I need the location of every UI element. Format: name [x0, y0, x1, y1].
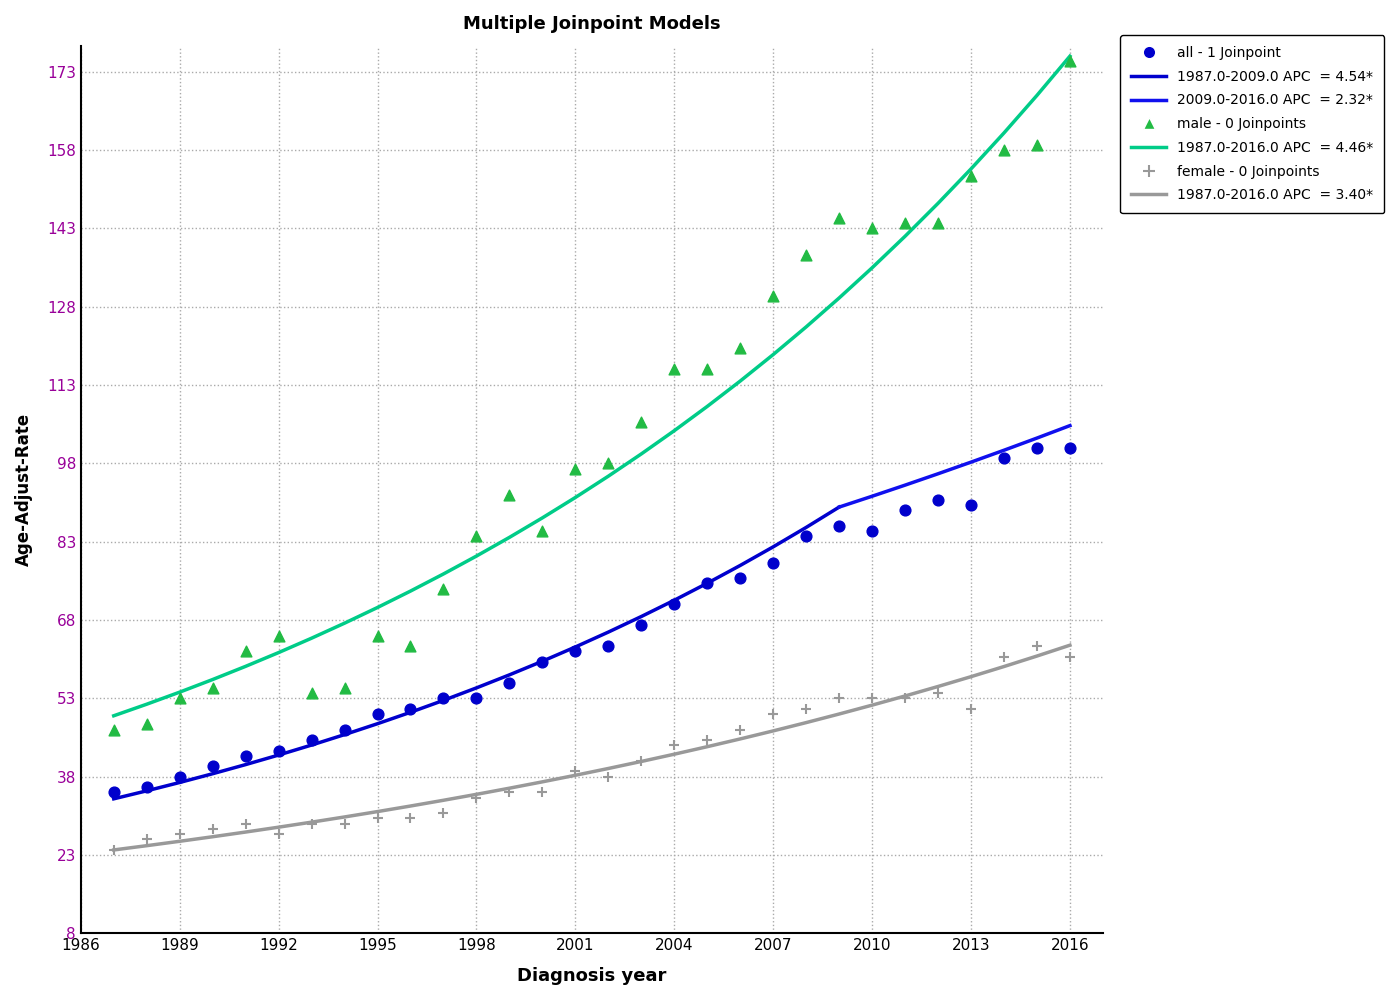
Point [202, 758, 224, 774]
Point [795, 701, 818, 717]
Point [762, 288, 784, 304]
Point [927, 492, 949, 508]
Point [399, 810, 421, 826]
Point [564, 763, 587, 779]
Point [531, 784, 553, 800]
Point [630, 617, 652, 633]
Point [465, 790, 487, 806]
Point [202, 821, 224, 837]
Point [1026, 638, 1049, 654]
Point [136, 716, 158, 732]
Point [762, 555, 784, 571]
Point [927, 215, 949, 231]
Point [136, 779, 158, 795]
Point [301, 816, 323, 832]
Point [696, 361, 718, 377]
Point [598, 455, 620, 471]
Point [893, 215, 916, 231]
Point [729, 340, 752, 356]
Point [168, 690, 190, 706]
Point [664, 361, 686, 377]
Point [630, 753, 652, 769]
Point [664, 596, 686, 612]
Point [531, 523, 553, 539]
Point [498, 784, 521, 800]
Point [861, 690, 883, 706]
Point [102, 784, 125, 800]
Point [993, 649, 1015, 665]
Point [861, 220, 883, 236]
Point [234, 643, 256, 659]
X-axis label: Diagnosis year: Diagnosis year [517, 967, 666, 985]
Point [136, 831, 158, 847]
Point [795, 528, 818, 544]
Point [267, 826, 290, 842]
Point [1026, 137, 1049, 153]
Point [927, 685, 949, 701]
Point [433, 805, 455, 821]
Point [301, 732, 323, 748]
Point [795, 247, 818, 263]
Point [234, 816, 256, 832]
Point [729, 722, 752, 738]
Point [267, 743, 290, 759]
Point [960, 497, 983, 513]
Point [433, 581, 455, 597]
Point [333, 816, 356, 832]
Point [333, 722, 356, 738]
Point [168, 769, 190, 785]
Point [1026, 440, 1049, 456]
Title: Multiple Joinpoint Models: Multiple Joinpoint Models [463, 15, 721, 33]
Point [399, 701, 421, 717]
Point [762, 706, 784, 722]
Legend: all - 1 Joinpoint, 1987.0-2009.0 APC  = 4.54*, 2009.0-2016.0 APC  = 2.32*, male : all - 1 Joinpoint, 1987.0-2009.0 APC = 4… [1120, 35, 1385, 213]
Point [1058, 440, 1081, 456]
Point [267, 628, 290, 644]
Point [202, 680, 224, 696]
Y-axis label: Age-Adjust-Rate: Age-Adjust-Rate [15, 413, 34, 566]
Point [531, 654, 553, 670]
Point [827, 518, 850, 534]
Point [498, 675, 521, 691]
Point [168, 826, 190, 842]
Point [1058, 649, 1081, 665]
Point [498, 487, 521, 503]
Point [664, 737, 686, 753]
Point [399, 638, 421, 654]
Point [598, 638, 620, 654]
Point [102, 842, 125, 858]
Point [630, 414, 652, 430]
Point [960, 701, 983, 717]
Point [993, 142, 1015, 158]
Point [827, 690, 850, 706]
Point [301, 685, 323, 701]
Point [433, 690, 455, 706]
Point [893, 690, 916, 706]
Point [564, 643, 587, 659]
Point [465, 528, 487, 544]
Point [333, 680, 356, 696]
Point [102, 722, 125, 738]
Point [893, 502, 916, 518]
Point [861, 523, 883, 539]
Point [564, 461, 587, 477]
Point [367, 706, 389, 722]
Point [465, 690, 487, 706]
Point [729, 570, 752, 586]
Point [696, 575, 718, 591]
Point [367, 628, 389, 644]
Point [367, 810, 389, 826]
Point [960, 168, 983, 184]
Point [1058, 53, 1081, 69]
Point [234, 748, 256, 764]
Point [696, 732, 718, 748]
Point [993, 450, 1015, 466]
Point [598, 769, 620, 785]
Point [827, 210, 850, 226]
